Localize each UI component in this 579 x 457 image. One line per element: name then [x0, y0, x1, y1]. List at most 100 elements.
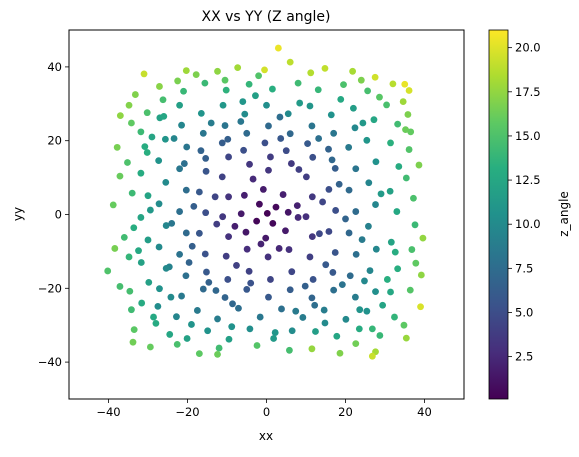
- scatter-point: [412, 260, 419, 267]
- scatter-point: [390, 80, 397, 87]
- scatter-point: [332, 207, 339, 214]
- scatter-point: [203, 168, 210, 175]
- colorbar-tick-label: 15.0: [515, 129, 541, 143]
- scatter-point: [349, 68, 356, 75]
- scatter-point: [135, 247, 142, 254]
- scatter-point: [176, 102, 183, 109]
- scatter-point: [309, 233, 316, 240]
- scatter-point: [180, 88, 187, 95]
- scatter-point: [176, 208, 183, 215]
- scatter-point: [145, 192, 152, 199]
- scatter-point: [267, 276, 274, 283]
- scatter-point: [200, 286, 207, 293]
- scatter-point: [246, 268, 253, 275]
- scatter-point: [243, 229, 250, 236]
- scatter-point: [307, 69, 314, 76]
- scatter-point: [358, 77, 365, 84]
- colorbar-tick-label: 5.0: [515, 305, 533, 319]
- scatter-point: [186, 259, 193, 266]
- scatter-point: [372, 288, 379, 295]
- scatter-point: [361, 278, 368, 285]
- scatter-point: [171, 135, 178, 142]
- scatter-point: [309, 294, 316, 301]
- scatter-point: [174, 78, 181, 85]
- scatter-point: [311, 302, 318, 309]
- scatter-point: [330, 287, 337, 294]
- scatter-point: [387, 289, 394, 296]
- scatter-point: [303, 173, 310, 180]
- scatter-point: [145, 237, 152, 244]
- scatter-point: [117, 112, 124, 119]
- chart-title: XX vs YY (Z angle): [201, 9, 330, 25]
- scatter-point: [394, 121, 401, 128]
- scatter-point: [416, 162, 423, 169]
- scatter-point: [198, 110, 205, 117]
- scatter-point: [137, 128, 144, 135]
- scatter-point: [202, 251, 209, 258]
- scatter-point: [224, 136, 231, 143]
- scatter-point: [265, 254, 272, 261]
- scatter-point: [262, 235, 269, 242]
- scatter-point: [222, 122, 229, 129]
- scatter-point: [369, 353, 376, 360]
- scatter-point: [188, 321, 195, 328]
- scatter-point: [130, 339, 137, 346]
- scatter-point: [296, 100, 303, 107]
- scatter-point: [273, 204, 280, 211]
- scatter-point: [277, 114, 284, 121]
- scatter-point: [247, 280, 254, 287]
- scatter-point: [276, 245, 283, 252]
- scatter-point: [365, 223, 372, 230]
- y-tick-label: 20: [47, 134, 62, 148]
- scatter-point: [328, 111, 335, 118]
- scatter-point: [265, 167, 272, 174]
- scatter-point: [256, 201, 263, 208]
- scatter-point: [156, 200, 163, 207]
- scatter-point: [168, 294, 175, 301]
- scatter-point: [260, 186, 267, 193]
- scatter-point: [373, 246, 380, 253]
- scatter-point: [178, 122, 185, 129]
- scatter-point: [189, 243, 196, 250]
- scatter-point: [183, 272, 190, 279]
- scatter-point: [111, 245, 118, 252]
- scatter-point: [147, 344, 154, 351]
- scatter-point: [214, 351, 221, 358]
- x-tick-label: −40: [96, 405, 120, 419]
- scatter-point: [322, 261, 329, 268]
- scatter-point: [181, 160, 188, 167]
- scatter-point: [287, 59, 294, 66]
- scatter-point: [401, 81, 408, 88]
- scatter-point: [258, 241, 265, 248]
- scatter-point: [393, 208, 400, 215]
- scatter-point: [275, 45, 282, 52]
- scatter-point: [330, 130, 337, 137]
- scatter-point: [391, 314, 398, 321]
- scatter-point: [269, 220, 276, 227]
- scatter-point: [272, 329, 279, 336]
- scatter-point: [356, 325, 363, 332]
- scatter-point: [286, 347, 293, 354]
- scatter-point: [270, 335, 277, 342]
- scatter-point: [303, 213, 310, 220]
- scatter-point: [253, 218, 260, 225]
- scatter-point: [176, 165, 183, 172]
- scatter-point: [309, 123, 316, 130]
- scatter-point: [234, 64, 241, 71]
- scatter-point: [226, 336, 233, 343]
- scatter-point: [238, 210, 245, 217]
- scatter-point: [254, 342, 261, 349]
- scatter-point: [153, 320, 160, 327]
- x-tick-label: 40: [417, 405, 432, 419]
- scatter-point: [325, 146, 332, 153]
- scatter-point: [387, 188, 394, 195]
- scatter-point: [176, 251, 183, 258]
- scatter-point: [144, 109, 151, 116]
- scatter-point: [137, 214, 144, 221]
- scatter-point: [294, 202, 301, 209]
- scatter-point: [166, 331, 173, 338]
- scatter-point: [412, 221, 419, 228]
- scatter-point: [400, 98, 407, 105]
- scatter-point: [208, 120, 215, 127]
